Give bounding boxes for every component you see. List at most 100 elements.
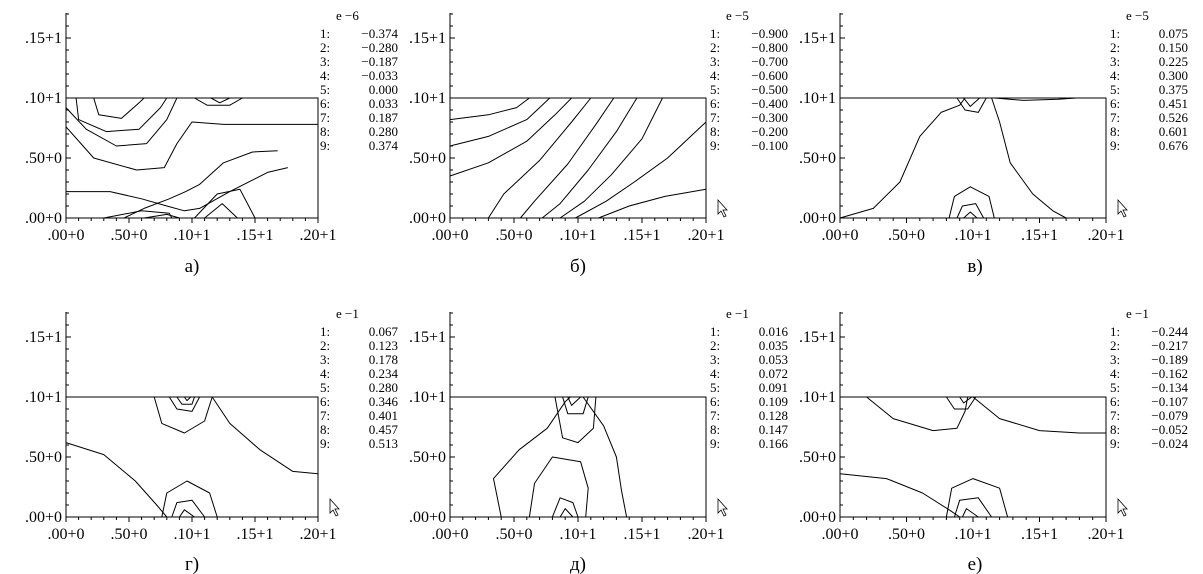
contour-line [963, 211, 978, 219]
legend-value: 0.072 [759, 366, 788, 381]
contour-line [178, 509, 195, 518]
legend-value: 0.234 [369, 366, 399, 381]
legend-index: 4: [320, 366, 330, 381]
contour-line [582, 396, 628, 518]
legend-index: 8: [1110, 422, 1120, 437]
contour-line [959, 396, 972, 404]
y-tick-label: .15+1 [799, 30, 836, 47]
contour-line [194, 97, 243, 106]
y-tick-label: .15+1 [25, 30, 62, 47]
contour-line [449, 97, 551, 147]
legend-value: −0.187 [361, 54, 398, 69]
legend-index: 3: [320, 54, 330, 69]
legend-index: 1: [1110, 324, 1120, 339]
legend-value: 0.150 [1159, 40, 1188, 55]
legend-index: 6: [1110, 394, 1120, 409]
panel-5: .00+0 .50+0 .10+1 .15+1 .00+0 .50+0 .10+1 .15+1… [409, 306, 789, 574]
contour-line [65, 97, 178, 147]
y-tick-label: .10+1 [409, 389, 446, 406]
legend-index: 6: [710, 96, 720, 111]
x-tick-label: .00+0 [47, 227, 84, 244]
x-tick-label: .15+1 [1021, 227, 1058, 244]
y-tick-label: .15+1 [409, 329, 446, 346]
contour-line [520, 97, 615, 219]
y-tick-label: .50+0 [409, 150, 446, 167]
legend-index: 2: [320, 338, 330, 353]
contour-line [541, 97, 638, 219]
contour-line [153, 396, 213, 434]
y-tick-label: .10+1 [409, 90, 446, 107]
contour-line [598, 188, 707, 219]
legend-value: 0.075 [1159, 26, 1188, 41]
x-tick-label: .15+1 [623, 227, 660, 244]
contour-line [171, 499, 205, 518]
legend-value: 0.280 [369, 124, 398, 139]
legend-index: 2: [710, 40, 720, 55]
x-tick-label: .10+1 [954, 227, 991, 244]
x-tick-label: .15+1 [236, 227, 273, 244]
contour-line [839, 97, 966, 219]
panel-2: .00+0 .50+0 .10+1 .15+1 .00+0 .50+0 .10+1 .15+1… [409, 8, 788, 277]
legend-value: −0.052 [1151, 422, 1188, 437]
legend-value: −0.244 [1151, 324, 1188, 339]
legend-index: 3: [1110, 352, 1120, 367]
x-tick-label: .50+0 [110, 227, 147, 244]
legend-value: 0.375 [1159, 82, 1188, 97]
contour-line [176, 396, 195, 405]
x-tick-label: .50+0 [888, 526, 925, 543]
exponent-label: e −5 [726, 8, 749, 23]
legend-index: 9: [320, 138, 330, 153]
legend-index: 7: [320, 408, 330, 423]
contour-line [567, 396, 581, 406]
legend-value: −0.024 [1151, 436, 1188, 451]
legend-value: 0.187 [369, 110, 399, 125]
legend-index: 7: [710, 408, 720, 423]
legend-index: 9: [710, 138, 720, 153]
legend-value: 0.601 [1159, 124, 1188, 139]
legend-value: −0.100 [751, 138, 788, 153]
x-tick-label: .00+0 [821, 227, 858, 244]
y-tick-label: .50+0 [25, 449, 62, 466]
legend-index: 6: [710, 394, 720, 409]
legend-value: −0.280 [361, 40, 398, 55]
x-tick-label: .15+1 [1021, 526, 1058, 543]
x-tick-label: .50+0 [495, 227, 532, 244]
panel-1: .00+0 .50+0 .10+1 .15+1 .00+0 .50+0 .10+1 .15+1… [25, 8, 399, 277]
legend-index: 8: [1110, 124, 1120, 139]
legend-index: 3: [710, 352, 720, 367]
x-tick-label: .20+1 [687, 526, 724, 543]
contour-line [953, 497, 993, 518]
legend-value: −0.134 [1151, 380, 1188, 395]
y-tick-label: .10+1 [799, 90, 836, 107]
legend-index: 5: [1110, 380, 1120, 395]
exponent-label: e −6 [336, 8, 359, 23]
y-tick-label: .50+0 [25, 150, 62, 167]
y-tick-label: .00+0 [799, 509, 836, 526]
legend-index: 2: [320, 40, 330, 55]
y-tick-label: .15+1 [25, 329, 62, 346]
contour-line [66, 167, 288, 212]
x-tick-label: .00+0 [431, 227, 468, 244]
y-tick-label: .00+0 [25, 210, 62, 227]
y-tick-label: .15+1 [799, 329, 836, 346]
x-tick-label: .20+1 [299, 227, 336, 244]
legend-index: 8: [710, 422, 720, 437]
legend-value: −0.107 [1151, 394, 1188, 409]
legend-index: 1: [320, 26, 330, 41]
legend-index: 4: [1110, 68, 1120, 83]
contour-line [551, 497, 579, 518]
contour-line [948, 186, 995, 219]
y-tick-label: .10+1 [25, 389, 62, 406]
legend-value: 0.053 [759, 352, 788, 367]
legend-index: 8: [320, 422, 330, 437]
panel-caption: в) [967, 256, 982, 277]
legend-value: 0.300 [1159, 68, 1188, 83]
contour-line [449, 97, 530, 121]
contour-line [144, 213, 180, 219]
legend-index: 5: [320, 380, 330, 395]
legend-index: 4: [710, 366, 720, 381]
legend-index: 3: [320, 352, 330, 367]
y-tick-label: .50+0 [799, 150, 836, 167]
cursor-arrow-icon [1117, 497, 1128, 517]
